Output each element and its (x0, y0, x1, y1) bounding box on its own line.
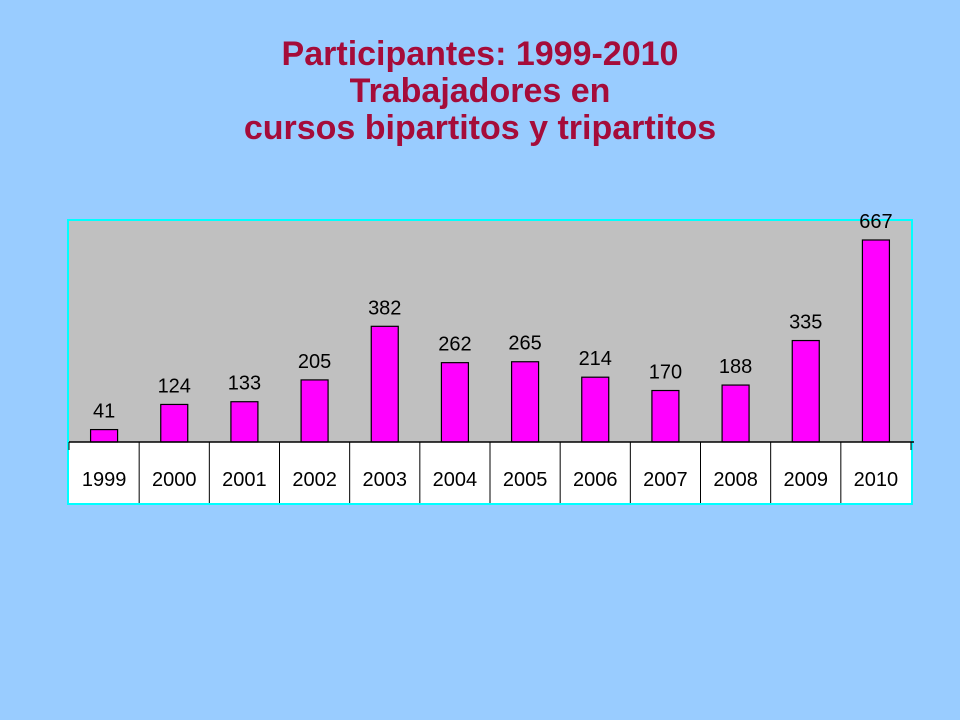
category-label-2001: 2001 (222, 469, 267, 491)
bar-2004 (440, 362, 470, 443)
bar-2003 (370, 325, 399, 443)
category-label-1999: 1999 (82, 469, 127, 491)
data-label-2004: 262 (438, 334, 471, 356)
data-label-2006: 214 (579, 348, 612, 370)
bar-2009 (791, 339, 820, 443)
plot-area (69, 221, 911, 442)
category-table: 1999 2000 2001 2002 2003 2004 2005 2006 2007 2008… (68, 442, 912, 503)
data-label-2001: 133 (228, 373, 261, 395)
bar-2005 (510, 361, 540, 443)
data-label-2010: 667 (859, 211, 892, 233)
category-label-2009: 2009 (784, 469, 829, 491)
bar-2008 (721, 384, 750, 443)
bar-2000 (160, 403, 189, 443)
category-label-2005: 2005 (503, 469, 548, 491)
title-line-3: cursos bipartitos y tripartitos (243, 109, 717, 147)
bars-group: 41 124 133 205 382 262 265 214 170 188 335 667 (89, 211, 893, 443)
data-label-2000: 124 (158, 375, 191, 397)
bar-2007 (651, 389, 680, 443)
category-label-2002: 2002 (292, 469, 337, 491)
bar-2002 (300, 379, 329, 443)
category-label-2007: 2007 (643, 469, 688, 491)
title-line-2: Trabajadores en (349, 72, 611, 110)
data-label-2003: 382 (368, 297, 401, 319)
category-label-2010: 2010 (854, 469, 899, 491)
category-label-2004: 2004 (433, 469, 478, 491)
bar-1999 (89, 428, 119, 443)
category-label-2000: 2000 (152, 469, 197, 491)
data-label-2008: 188 (719, 356, 752, 378)
slide-title: Participantes: 1999-2010 Trabajadores en… (0, 36, 960, 147)
category-label-2008: 2008 (713, 469, 758, 491)
data-label-1999: 41 (93, 401, 115, 423)
data-label-2005: 265 (508, 333, 541, 355)
bar-2001 (230, 401, 259, 443)
data-label-2002: 205 (298, 351, 331, 373)
category-label-2003: 2003 (363, 469, 408, 491)
bar-2006 (581, 376, 610, 443)
bar-2010 (861, 239, 891, 443)
data-label-2007: 170 (649, 362, 682, 384)
category-label-2006: 2006 (573, 469, 618, 491)
data-label-2009: 335 (789, 312, 822, 334)
title-line-1: Participantes: 1999-2010 (281, 35, 679, 73)
